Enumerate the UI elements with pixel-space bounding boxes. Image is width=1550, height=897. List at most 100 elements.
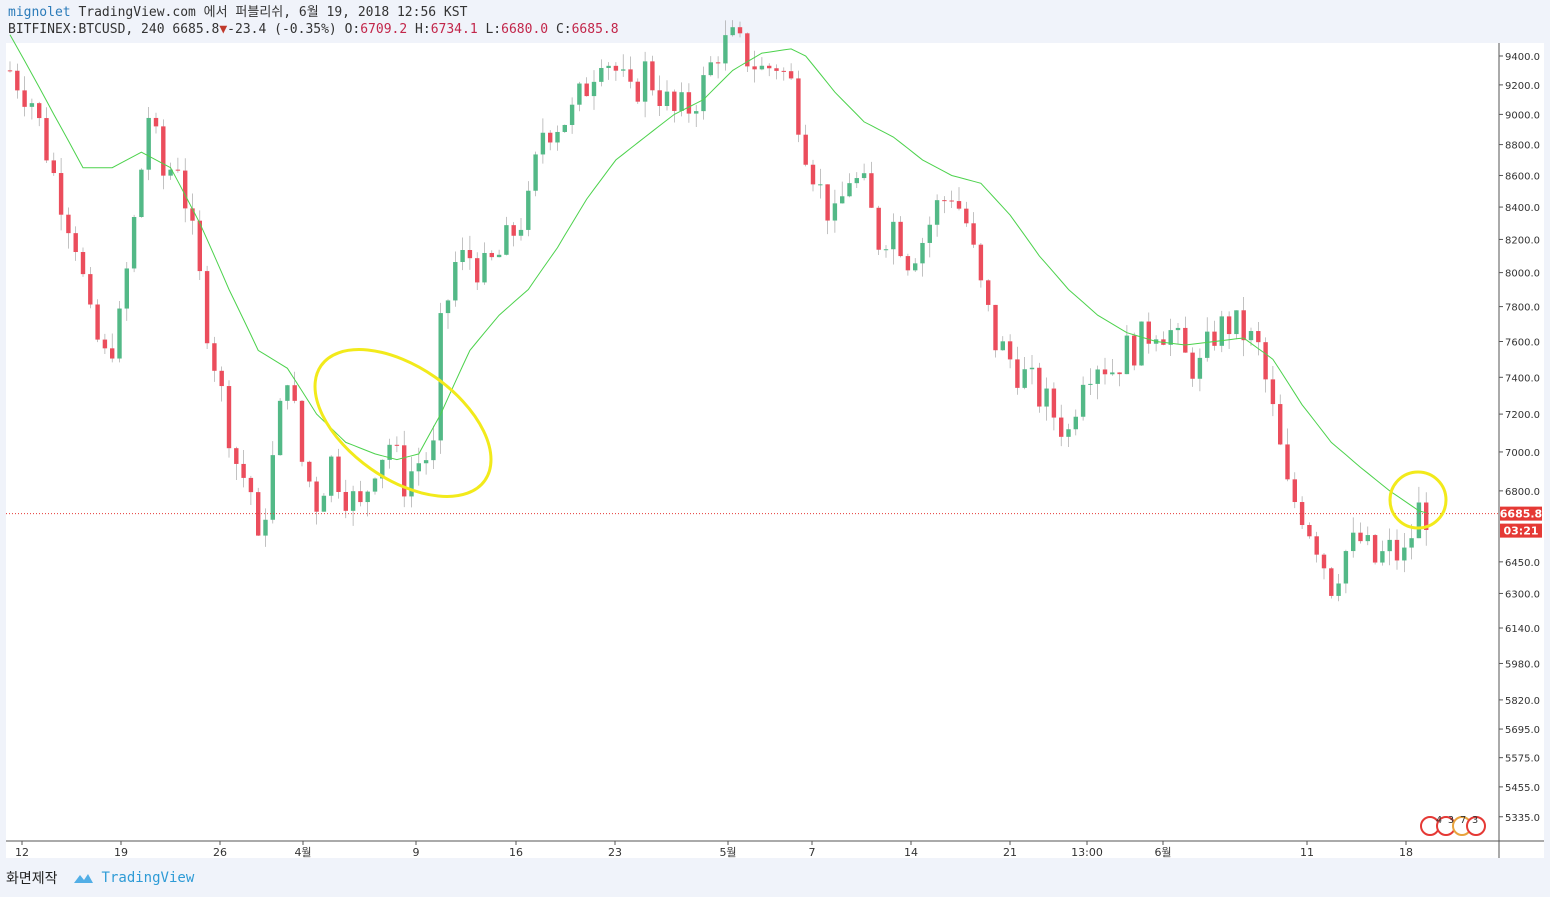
candle-up (1380, 551, 1385, 563)
candle-down (1329, 568, 1334, 596)
candle-down (212, 343, 217, 371)
candle-up (591, 81, 597, 97)
candle-down (548, 132, 553, 143)
y-tick-label: 5575.0 (1505, 754, 1540, 765)
time-axis[interactable] (6, 841, 1544, 858)
candle-up (818, 184, 823, 186)
candle-down (978, 244, 984, 281)
candle-up (1168, 330, 1173, 345)
candle-up (555, 131, 560, 143)
candle-down (511, 225, 516, 236)
candle-up (1095, 369, 1100, 384)
plot-area[interactable] (6, 43, 1499, 841)
candle-down (299, 400, 305, 462)
ohlc-line: BITFINEX:BTCUSD, 240 6685.8▼-23.4 (-0.35… (8, 21, 619, 38)
tradingview-logo-icon (73, 874, 93, 883)
tradingview-brand[interactable]: TradingView (101, 870, 195, 886)
candle-down (37, 103, 42, 119)
open-label: O: (344, 22, 361, 37)
candle-down (905, 256, 911, 271)
candle-down (1146, 321, 1151, 344)
candle-up (1022, 369, 1027, 388)
candle-down (336, 456, 341, 492)
x-tick-label: 19 (114, 846, 128, 859)
candle-up (562, 124, 567, 132)
highlight-circle-june (1388, 470, 1448, 530)
candle-down (1132, 335, 1137, 366)
x-tick-label: 7 (809, 846, 816, 859)
candle-up (664, 91, 670, 107)
candle-down (635, 81, 640, 102)
candle-down (650, 61, 655, 91)
candle-up (1248, 331, 1254, 341)
made-with-label: 화면제작 (6, 871, 58, 887)
candle-down (1183, 327, 1188, 353)
candle-up (277, 400, 283, 456)
x-tick-label: 16 (509, 846, 523, 859)
candle-down (197, 220, 202, 272)
candle-up (124, 268, 129, 309)
candle-up (496, 254, 502, 258)
y-tick-label: 5455.0 (1505, 783, 1540, 794)
candle-down (248, 477, 254, 493)
y-tick-label: 5820.0 (1505, 696, 1540, 707)
candle-up (759, 65, 765, 70)
candle-down (22, 90, 27, 107)
x-tick-label: 18 (1399, 846, 1413, 859)
candle-up (146, 117, 151, 170)
candle-up (1110, 372, 1115, 375)
candle-up (1336, 583, 1341, 596)
candle-up (1088, 383, 1093, 385)
y-tick-label: 7000.0 (1505, 448, 1540, 459)
y-tick-label: 6450.0 (1505, 558, 1540, 569)
high-value: 6734.1 (430, 22, 478, 37)
candle-up (372, 478, 378, 492)
candle-down (1263, 342, 1268, 380)
x-tick-label: 14 (904, 846, 918, 859)
candle-up (139, 169, 144, 218)
candle-down (956, 201, 962, 209)
candle-up (920, 242, 925, 264)
candle-down (1321, 554, 1327, 569)
candle-down (241, 463, 246, 478)
price-change: -23.4 (-0.35%) (227, 22, 337, 37)
candle-up (847, 183, 852, 197)
candle-up (934, 200, 940, 225)
candle-down (1059, 417, 1064, 437)
y-tick-label: 9000.0 (1505, 110, 1540, 121)
candle-down (942, 200, 947, 202)
x-tick-label: 4월 (294, 846, 311, 859)
candle-up (730, 27, 735, 36)
price-axis[interactable] (1499, 43, 1544, 841)
candle-down (825, 184, 830, 221)
candle-down (219, 370, 224, 387)
candle-down (1212, 331, 1217, 346)
candle-down (1270, 379, 1276, 405)
candle-up (1219, 316, 1224, 346)
candle-down (1278, 404, 1283, 445)
candle-down (1424, 502, 1429, 530)
candle-up (1197, 357, 1203, 379)
price-tag-value: 6685.8 (1500, 508, 1542, 521)
y-tick-label: 8200.0 (1505, 235, 1540, 246)
candle-up (701, 75, 706, 112)
author-link[interactable]: mignolet (8, 5, 71, 20)
highlight-ellipse-april (313, 348, 493, 498)
candle-down (715, 62, 721, 64)
candle-up (1205, 331, 1210, 358)
y-tick-label: 8000.0 (1505, 269, 1540, 280)
candle-up (832, 203, 838, 221)
candle-up (854, 178, 859, 184)
x-tick-label: 26 (213, 846, 227, 859)
candle-down (686, 92, 692, 114)
candle-down (58, 173, 64, 215)
chart-header: mignolet TradingView.com 에서 퍼블리쉬, 6월 19,… (8, 4, 619, 38)
publish-line: mignolet TradingView.com 에서 퍼블리쉬, 6월 19,… (8, 4, 619, 21)
candle-up (416, 463, 421, 472)
candle-up (642, 61, 648, 102)
event-badges[interactable]: 4 3 7 3 (1420, 815, 1486, 836)
candle-up (438, 313, 443, 441)
y-tick-label: 7600.0 (1505, 337, 1540, 348)
candle-up (694, 111, 699, 114)
